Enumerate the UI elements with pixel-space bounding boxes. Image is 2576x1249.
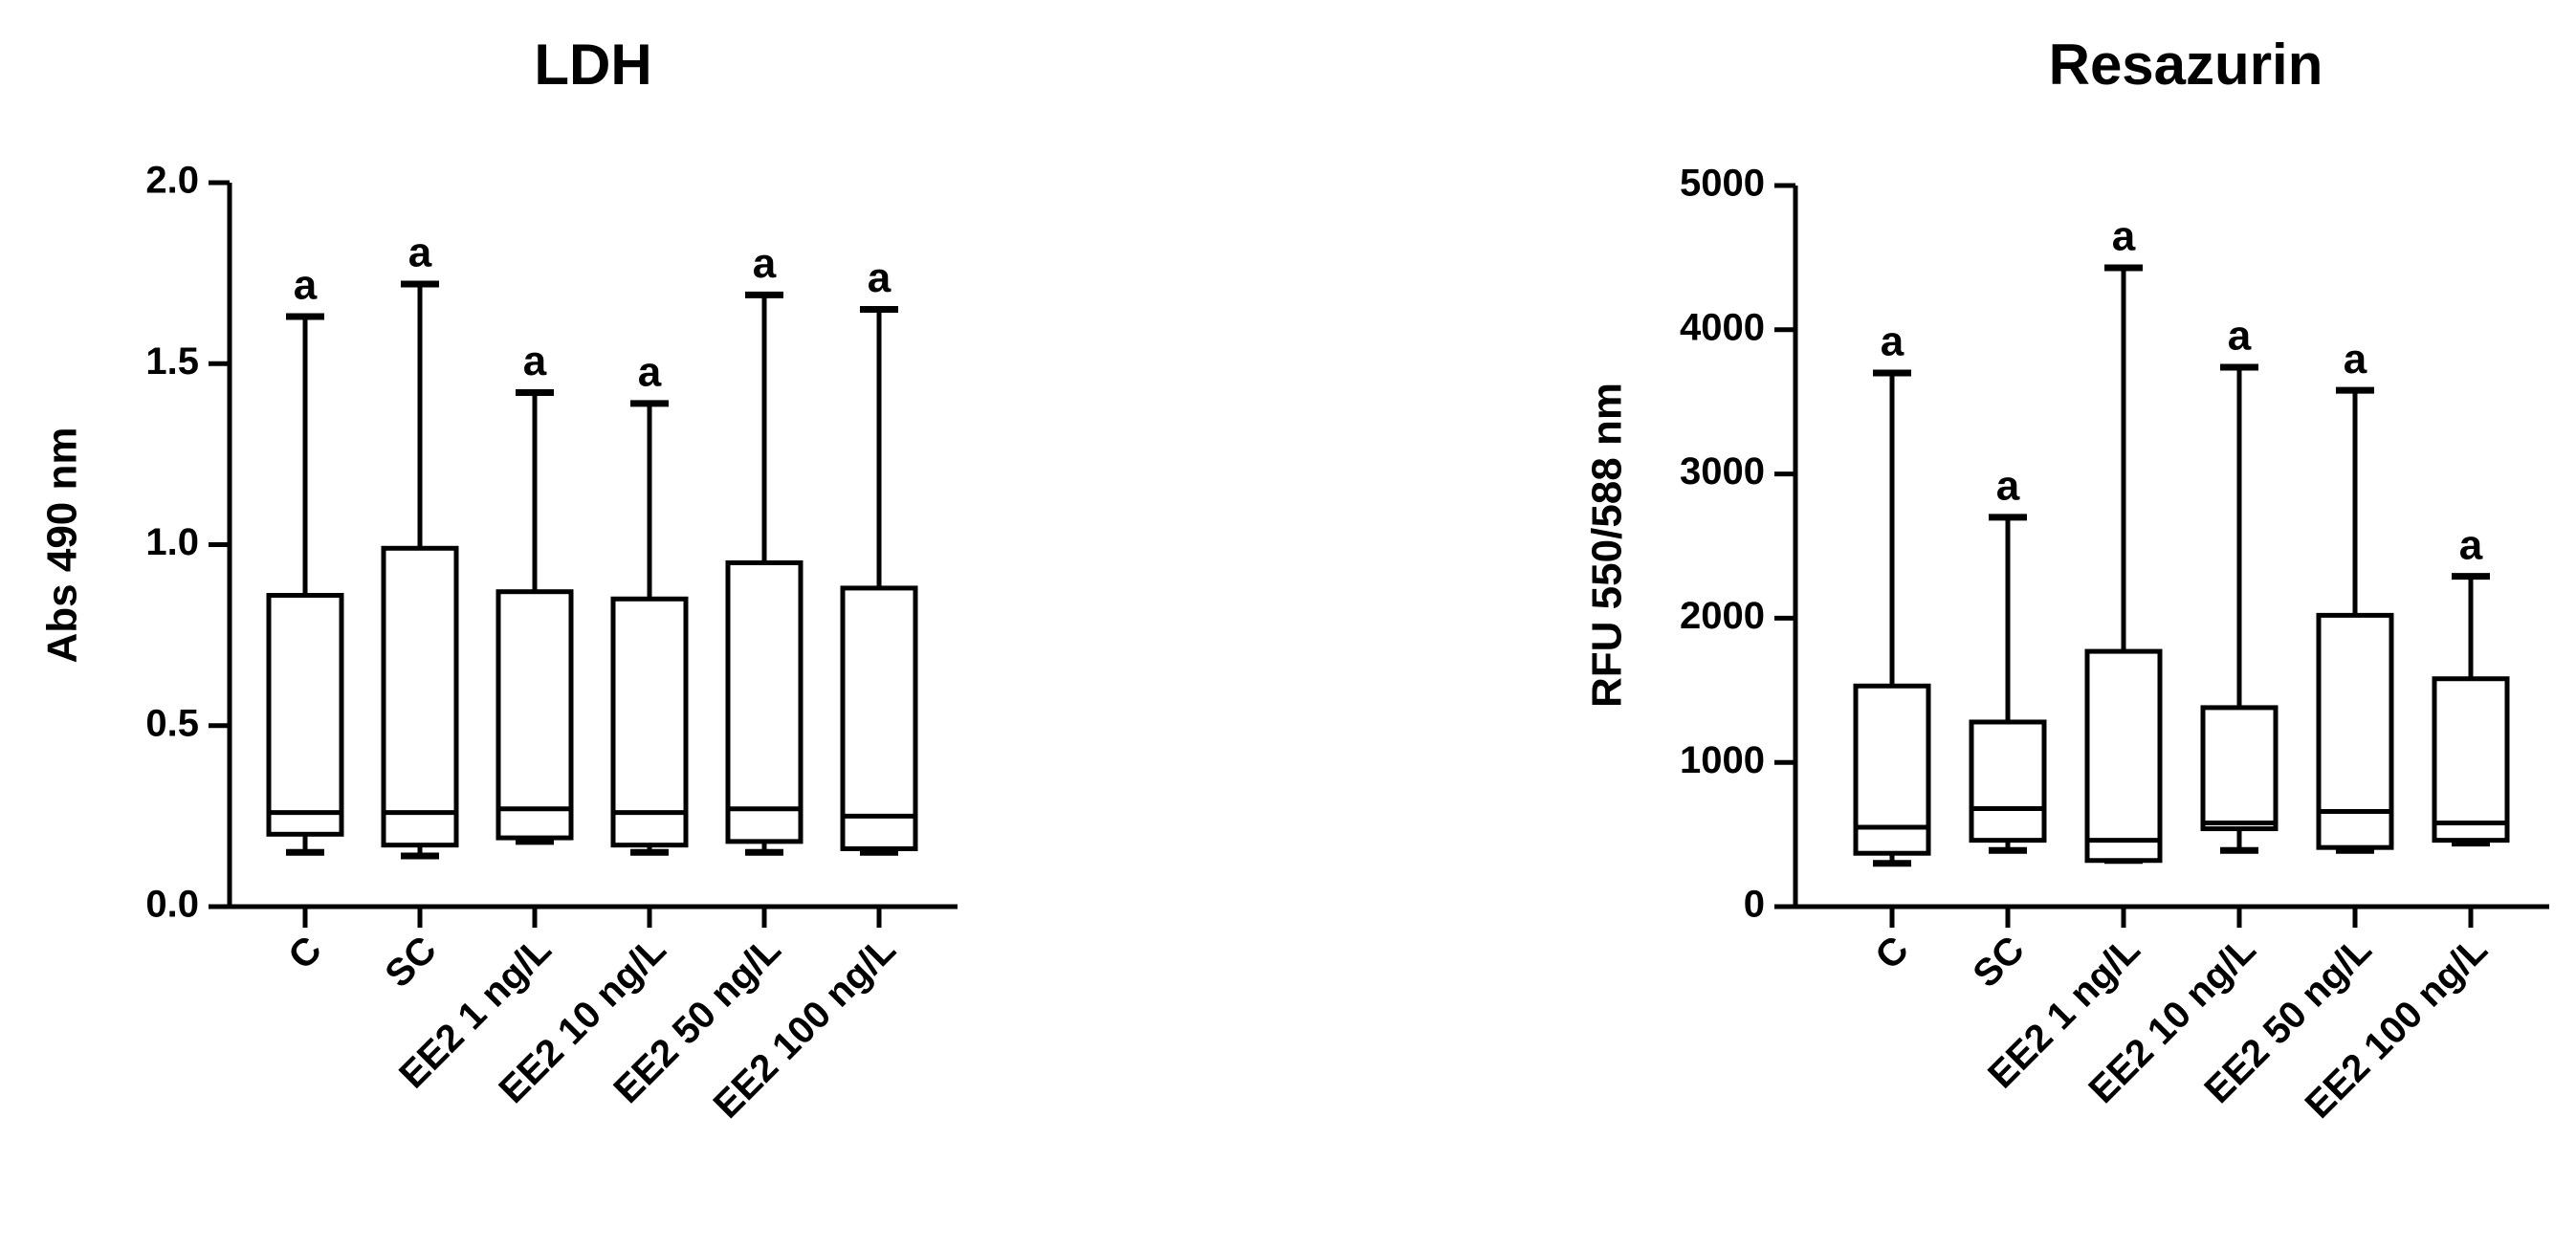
- box: [2200, 705, 2279, 832]
- x-tick-label: SC: [377, 929, 444, 996]
- box: [610, 596, 689, 848]
- box: [2432, 676, 2510, 844]
- y-axis-label: RFU 550/588 nm: [1584, 383, 1631, 708]
- annotation: a: [1881, 318, 1904, 365]
- box: [2084, 648, 2163, 864]
- chart-title: Resazurin: [2049, 33, 2323, 97]
- y-tick-label: 2.0: [145, 160, 199, 202]
- y-tick-label: 0.0: [145, 884, 199, 926]
- annotation: a: [2112, 213, 2136, 260]
- annotation: a: [2228, 313, 2252, 360]
- annotation: a: [2344, 336, 2367, 383]
- y-tick-label: 1000: [1680, 739, 1765, 781]
- box: [1969, 719, 2047, 844]
- annotation: a: [294, 262, 318, 309]
- y-tick-label: 4000: [1680, 306, 1765, 348]
- annotation: a: [2459, 521, 2483, 568]
- y-tick-label: 5000: [1680, 163, 1765, 205]
- box: [381, 545, 459, 848]
- y-tick-label: 0: [1744, 884, 1765, 926]
- annotation: a: [408, 230, 432, 276]
- y-axis-label: Abs 490 nm: [39, 427, 86, 664]
- y-tick-label: 1.0: [145, 521, 199, 563]
- y-tick-label: 0.5: [145, 702, 199, 744]
- x-tick-label: C: [280, 929, 330, 978]
- x-tick-label: SC: [1965, 929, 2032, 996]
- box: [2316, 612, 2394, 850]
- y-tick-label: 1.5: [145, 340, 199, 383]
- annotation: a: [523, 338, 547, 384]
- annotation: a: [1996, 462, 2020, 509]
- box: [725, 559, 804, 844]
- y-tick-label: 3000: [1680, 450, 1765, 493]
- annotation: a: [868, 254, 892, 301]
- annotation: a: [753, 240, 777, 287]
- box: [266, 592, 344, 837]
- annotation: a: [638, 349, 662, 396]
- box: [840, 585, 918, 851]
- chart-title: LDH: [534, 33, 651, 97]
- box: [495, 589, 574, 841]
- x-tick-label: C: [1867, 929, 1917, 978]
- y-tick-label: 2000: [1680, 595, 1765, 637]
